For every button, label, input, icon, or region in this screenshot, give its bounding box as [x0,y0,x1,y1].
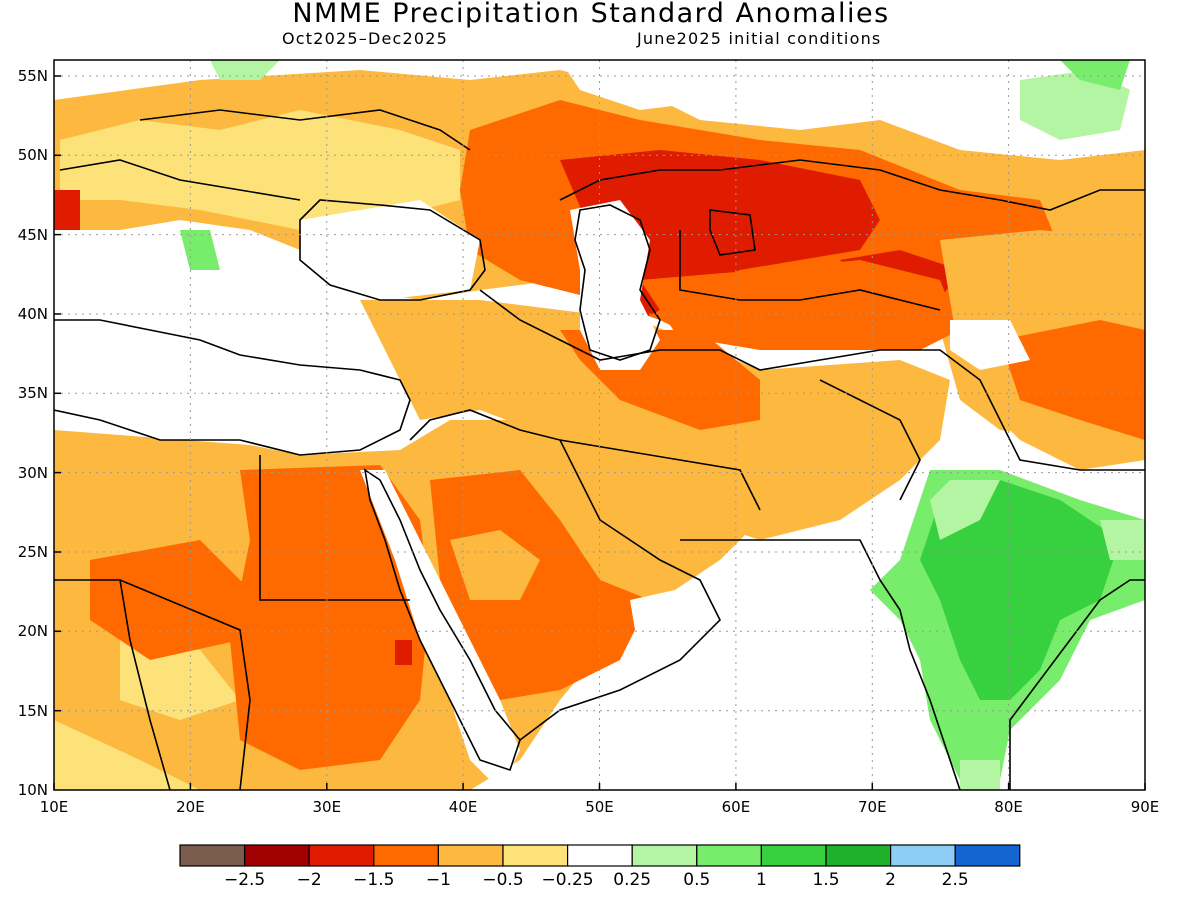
colorbar-swatch [502,844,569,867]
lat-label: 30N [18,464,48,482]
axis-ticks [53,75,1146,790]
colorbar-swatch [308,844,375,867]
lon-label: 50E [585,798,614,816]
lat-label: 10N [18,781,48,799]
colorbar-tick-label: 0.25 [613,870,651,890]
lat-label: 50N [18,146,48,164]
colorbar-tick-label: −0.25 [542,870,594,890]
colorbar-tick-label: −0.5 [482,870,523,890]
colorbar-tick-label: 0.5 [683,870,710,890]
colorbar-tick-label: −1 [426,870,451,890]
colorbar-tick-label: −2.5 [224,870,265,890]
lon-label: 70E [858,798,887,816]
map-panel [54,60,1145,790]
lon-label: 20E [176,798,205,816]
anomaly-shading [54,60,1145,790]
lon-label: 90E [1131,798,1160,816]
colorbar-tick-label: 2 [885,870,896,890]
colorbar [179,844,1021,867]
colorbar-swatch [566,844,633,867]
lon-label: 30E [313,798,342,816]
lat-label: 25N [18,543,48,561]
lat-label: 40N [18,305,48,323]
colorbar-swatch [760,844,827,867]
colorbar-swatch [954,844,1021,867]
lat-label: 35N [18,384,48,402]
lat-labels: 10N 15N 20N 25N 30N 35N 40N 45N 50N 55N [18,67,48,799]
lat-label: 55N [18,67,48,85]
lat-label: 15N [18,702,48,720]
forecast-period: Oct2025–Dec2025 [282,29,448,48]
lon-label: 10E [40,798,69,816]
colorbar-swatch [696,844,762,867]
colorbar-tick-label: 2.5 [942,870,969,890]
coastlines [54,109,1145,790]
colorbar-tick-label: 1.5 [812,870,839,890]
lon-label: 40E [449,798,478,816]
gridlines [54,60,1145,790]
initial-conditions: June2025 initial conditions [636,29,881,48]
colorbar-tick-label: −1.5 [353,870,394,890]
colorbar-swatch [179,844,246,867]
anomaly-region-iran [360,300,950,540]
map-title: NMME Precipitation Standard Anomalies [292,0,889,29]
lon-label: 60E [722,798,751,816]
colorbar-swatch [889,844,956,867]
colorbar-tick-label: −2 [297,870,322,890]
colorbar-swatch [244,844,310,867]
colorbar-tick-label: 1 [756,870,767,890]
colorbar-swatch [437,844,504,867]
anomaly-region-central-asia [640,260,960,350]
anomaly-region-arabia [430,470,650,700]
lat-label: 45N [18,226,48,244]
lat-label: 20N [18,622,48,640]
colorbar-labels: −2.5 −2 −1.5 −1 −0.5 −0.25 0.25 0.5 1 1.5 2 2.5 [224,870,969,890]
colorbar-swatch [373,844,439,867]
lon-label: 80E [994,798,1023,816]
colorbar-swatch [631,844,698,867]
anomaly-region-egypt-sudan [230,465,430,770]
lon-labels: 10E 20E 30E 40E 50E 60E 70E 80E 90E [40,798,1160,816]
colorbar-swatch [825,844,892,867]
